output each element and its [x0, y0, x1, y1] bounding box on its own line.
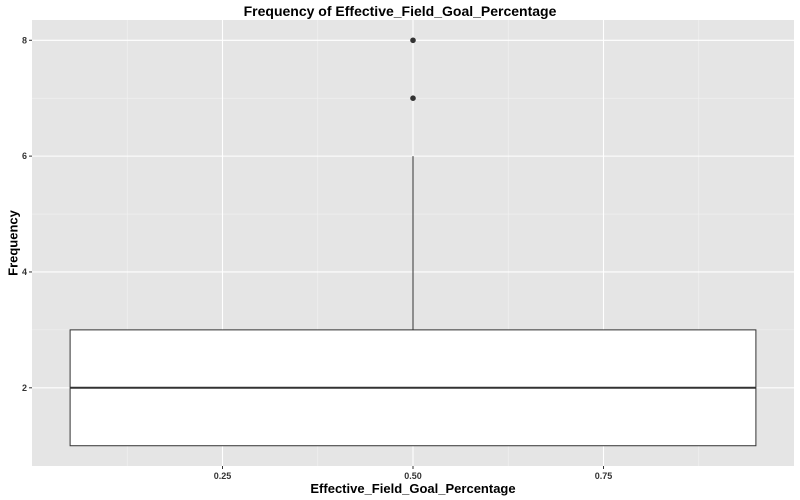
chart-title: Frequency of Effective_Field_Goal_Percen… [243, 3, 557, 19]
y-tick-label: 8 [22, 35, 27, 45]
x-axis-label: Effective_Field_Goal_Percentage [310, 481, 516, 496]
y-tick-label: 4 [22, 267, 27, 277]
x-tick-label: 0.25 [214, 471, 232, 481]
x-tick-label: 0.50 [404, 471, 422, 481]
outlier-point [410, 95, 416, 101]
x-tick-label: 0.75 [595, 471, 613, 481]
outlier-point [410, 37, 416, 44]
y-axis-label: Frequency [5, 210, 21, 276]
y-tick-label: 6 [22, 151, 27, 161]
y-tick-label: 2 [22, 383, 27, 393]
